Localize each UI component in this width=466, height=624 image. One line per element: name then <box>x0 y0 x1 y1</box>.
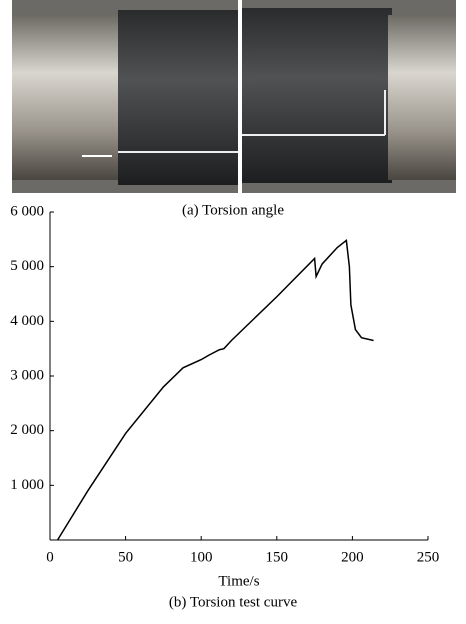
x-tick-label: 150 <box>266 549 289 565</box>
plot: 1 000 2 000 3 000 4 000 5 000 6 000 0 50 100 150 2… <box>10 203 439 565</box>
x-tick-label: 250 <box>417 549 440 565</box>
x-tick-label: 50 <box>118 549 133 565</box>
x-tick-label: 200 <box>341 549 364 565</box>
x-tick-label: 100 <box>190 549 213 565</box>
caption: (b) Torsion test curve <box>169 594 298 610</box>
x-axis-label: Time/s <box>218 573 259 589</box>
figure: (a) Torsion angle 1 000 2 000 3 000 4 000 5 … <box>0 0 466 619</box>
x-tick-label: 0 <box>46 549 54 565</box>
y-tick-label: 4 000 <box>10 313 44 329</box>
y-tick-label: 5 000 <box>10 258 44 274</box>
y-tick-label: 2 000 <box>10 422 44 438</box>
caption: (a) Torsion angle <box>182 202 284 218</box>
y-tick-label: 3 000 <box>10 367 44 383</box>
line <box>58 240 374 540</box>
y-tick-label: 1 000 <box>10 477 44 493</box>
photo <box>12 0 456 193</box>
y-tick-label: 6 000 <box>10 203 44 219</box>
